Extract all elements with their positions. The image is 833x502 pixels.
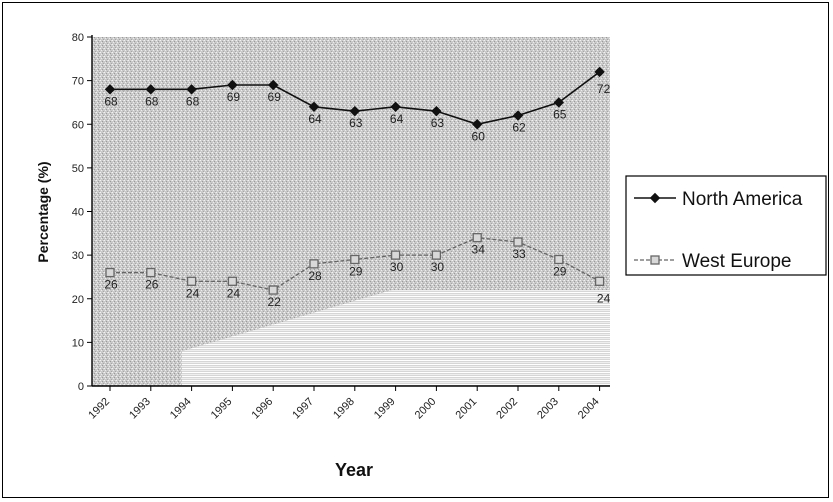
data-point [594, 66, 605, 78]
data-label: 30 [431, 260, 445, 274]
x-tick-label: 1996 [250, 396, 276, 422]
y-tick-label: 60 [72, 119, 84, 131]
data-label: 24 [597, 291, 611, 305]
x-tick-label: 1995 [209, 396, 235, 422]
data-point [472, 233, 482, 243]
legend-label: West Europe [682, 251, 791, 272]
x-tick-label: 1999 [372, 396, 398, 422]
y-tick-label: 0 [78, 381, 84, 393]
y-tick-label: 30 [72, 250, 84, 262]
data-point [349, 105, 361, 117]
x-tick-label: 1994 [168, 396, 194, 422]
data-point [471, 119, 483, 130]
x-tick-label: 2004 [576, 396, 602, 422]
data-label: 29 [349, 264, 363, 278]
data-point [650, 255, 660, 265]
data-point [186, 84, 197, 95]
data-point [431, 105, 442, 117]
data-label: 63 [349, 116, 363, 130]
x-axis-title: Year [335, 460, 373, 480]
data-point [431, 250, 442, 260]
data-label: 63 [431, 116, 445, 130]
data-point [594, 276, 605, 286]
data-label: 22 [268, 295, 282, 309]
data-point [554, 254, 564, 265]
y-tick-label: 70 [72, 76, 84, 88]
data-point [308, 101, 320, 113]
data-point [350, 254, 360, 265]
data-point [268, 285, 278, 295]
data-label: 72 [597, 82, 611, 96]
data-label: 60 [472, 129, 486, 143]
data-label: 68 [145, 94, 159, 108]
legend-label: North America [682, 189, 803, 210]
data-label: 34 [472, 243, 486, 257]
data-label: 68 [186, 94, 200, 108]
y-tick-label: 20 [72, 294, 84, 306]
data-point [105, 267, 115, 278]
x-tick-label: 2002 [494, 396, 520, 422]
data-point [513, 237, 523, 247]
data-label: 68 [104, 94, 118, 108]
y-tick-label: 80 [72, 32, 84, 44]
y-tick-label: 40 [72, 207, 84, 219]
data-label: 24 [186, 286, 200, 300]
data-point [227, 79, 238, 91]
data-label: 30 [390, 260, 404, 274]
y-axis-title: Percentage (%) [35, 161, 51, 262]
data-label: 69 [227, 90, 241, 104]
data-label: 64 [390, 112, 404, 126]
data-label: 24 [227, 286, 241, 300]
x-tick-label: 2000 [413, 396, 439, 422]
y-tick-label: 50 [72, 163, 84, 175]
data-label: 28 [308, 269, 322, 283]
data-point [146, 267, 156, 278]
x-tick-label: 2003 [535, 396, 561, 422]
data-point [104, 84, 116, 95]
x-tick-label: 1993 [127, 396, 153, 422]
data-point [553, 97, 565, 108]
data-label: 62 [512, 121, 526, 135]
x-tick-label: 2001 [454, 396, 480, 422]
data-label: 65 [553, 107, 567, 121]
data-point [267, 79, 279, 91]
x-tick-label: 1997 [290, 396, 316, 422]
data-label: 26 [104, 278, 118, 292]
data-point [145, 84, 157, 95]
data-label: 69 [268, 90, 282, 104]
data-point [390, 250, 401, 260]
data-label: 64 [308, 112, 322, 126]
data-point [649, 192, 661, 204]
x-tick-label: 1992 [86, 396, 112, 422]
data-point [227, 276, 238, 286]
data-point [309, 259, 319, 269]
y-tick-label: 10 [72, 337, 84, 349]
data-point [390, 101, 401, 113]
data-point [512, 110, 524, 121]
plot-hatch-band [182, 290, 610, 386]
data-point [186, 276, 197, 286]
data-label: 33 [512, 247, 526, 261]
x-tick-label: 1998 [331, 396, 357, 422]
data-label: 29 [553, 264, 567, 278]
data-label: 26 [145, 278, 159, 292]
